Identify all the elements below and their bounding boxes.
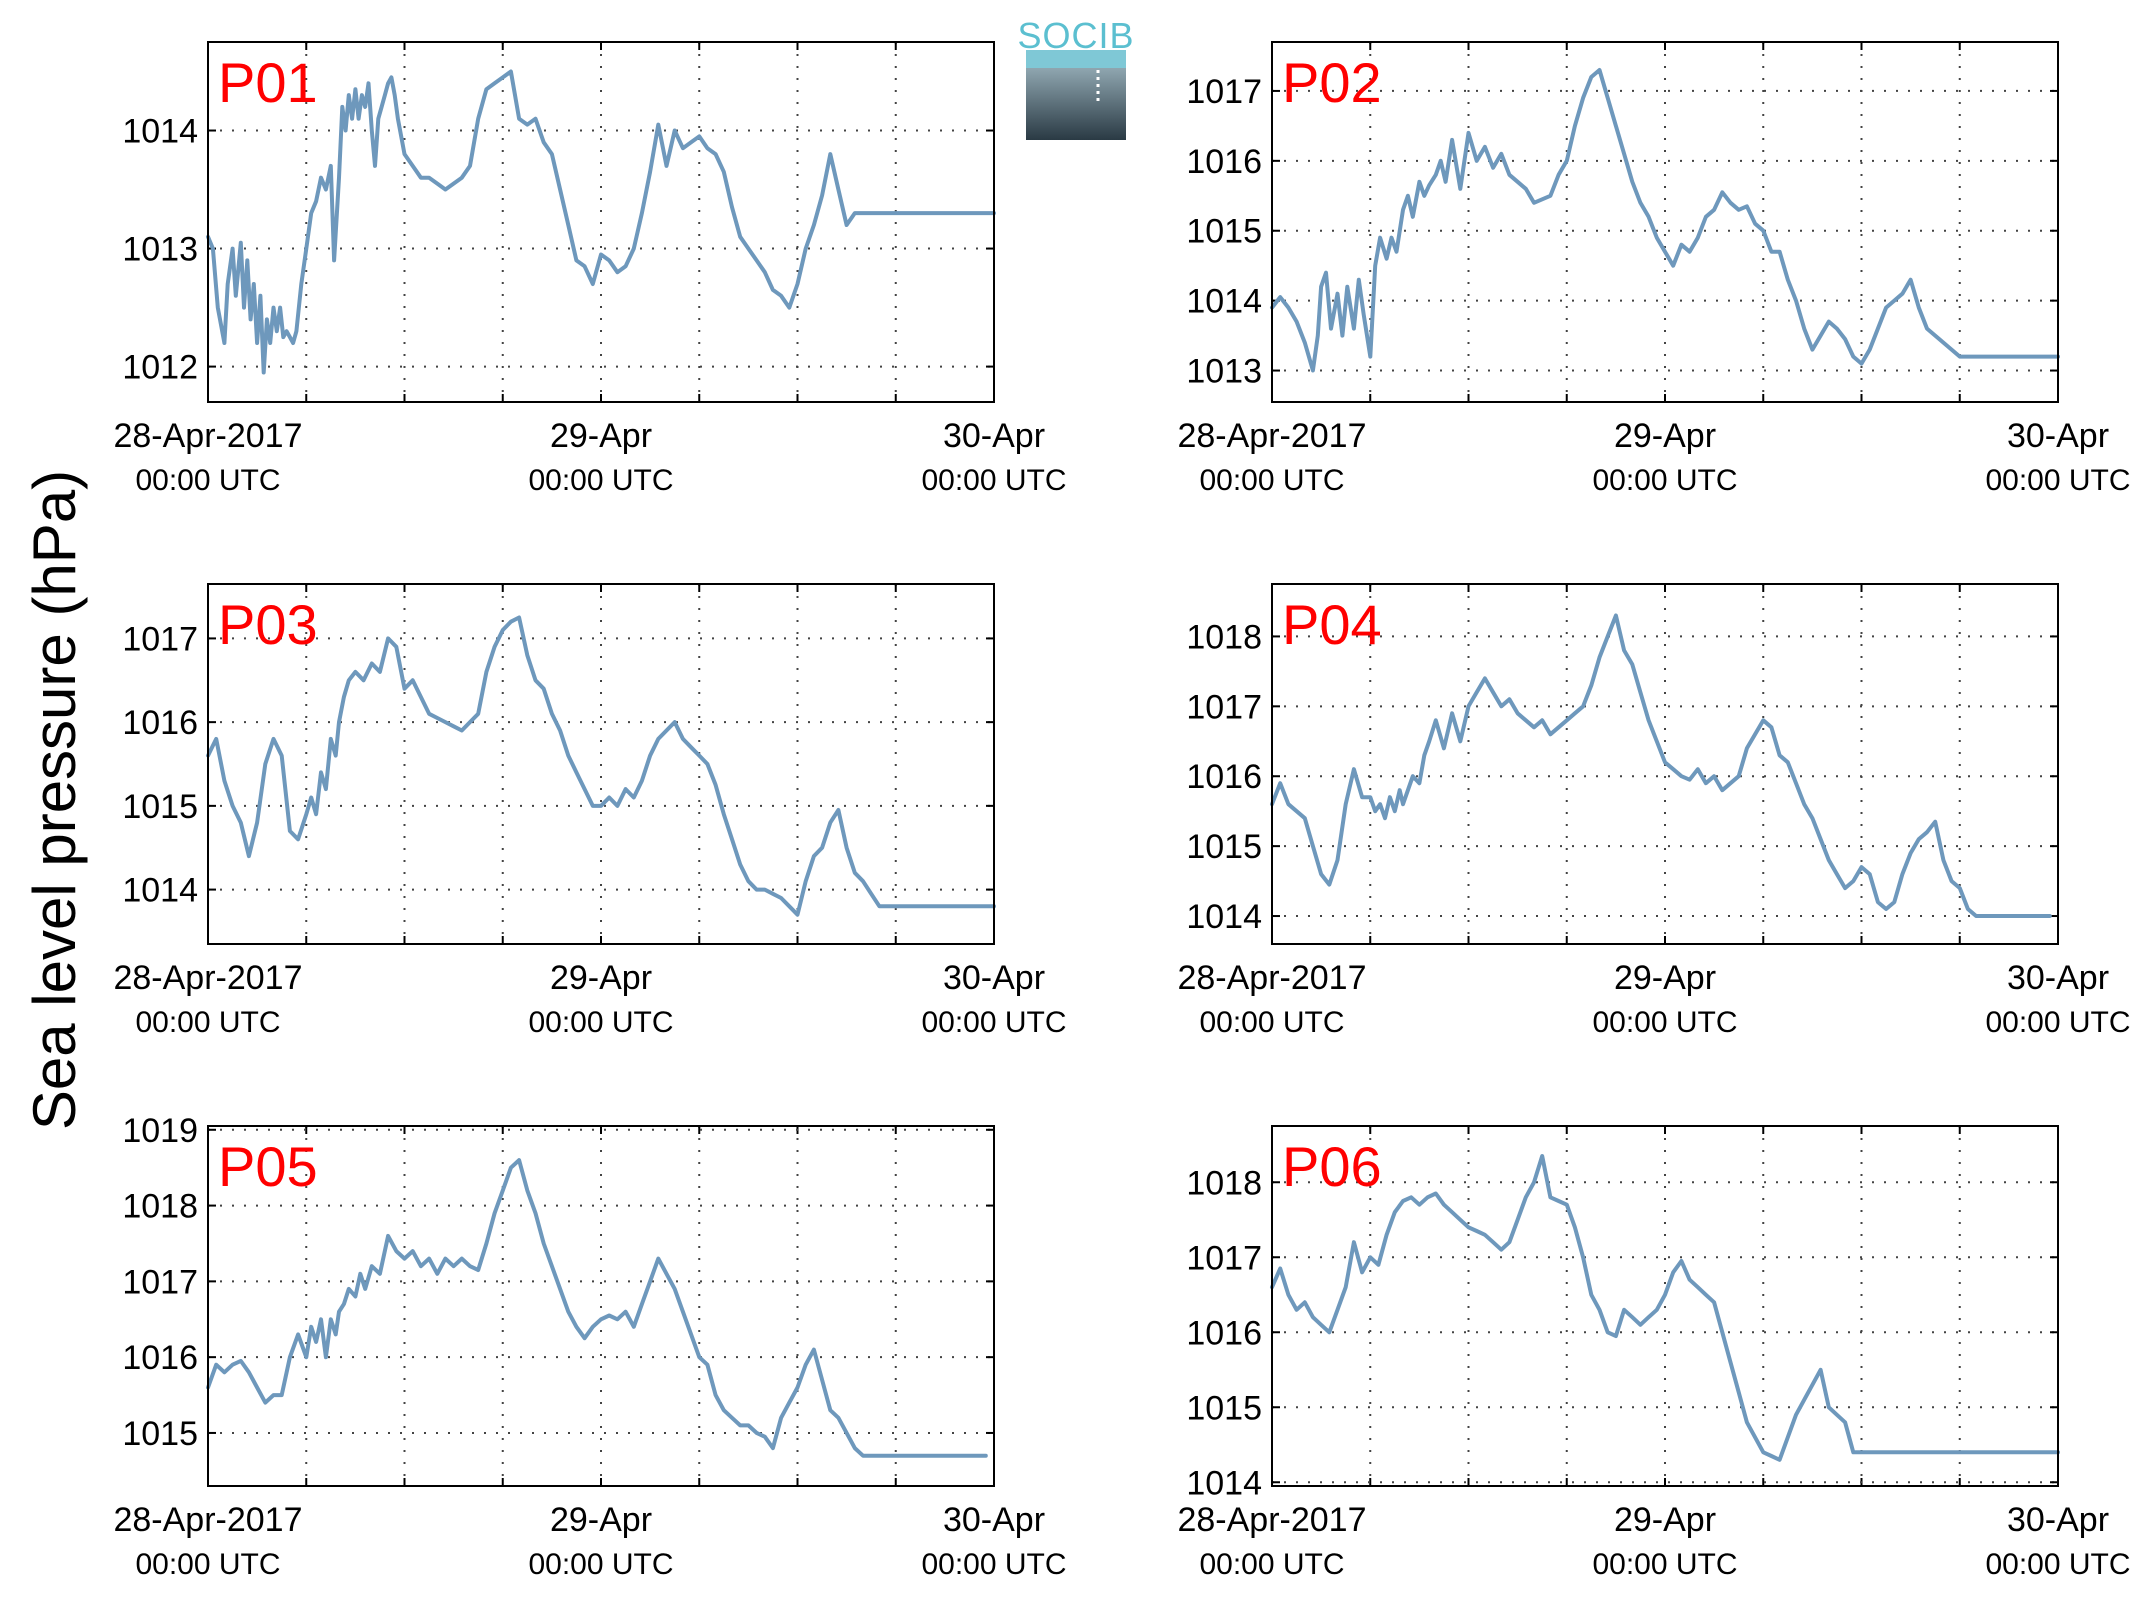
- x-tick-sublabel: 00:00 UTC: [135, 1006, 280, 1039]
- x-tick-sublabel: 00:00 UTC: [1592, 464, 1737, 497]
- y-tick-label: 1016: [1186, 758, 1262, 796]
- series-line-p02: [1270, 68, 2060, 373]
- x-tick-label: 29-Apr: [1614, 959, 1716, 997]
- chart-panel-p03: 1014 1015 1016 1017 28-Apr-2017 00:00 UTC 29-A…: [113, 583, 1067, 1039]
- x-tick-label: 28-Apr-2017: [1177, 417, 1366, 455]
- x-tick-label: 30-Apr: [943, 417, 1045, 455]
- y-tick-label: 1018: [1186, 1164, 1262, 1202]
- x-tick-sublabel: 00:00 UTC: [1985, 1006, 2130, 1039]
- series-line-p04: [1270, 613, 2052, 918]
- y-tick-label: 1014: [1186, 1464, 1262, 1502]
- y-tick-label: 1019: [122, 1112, 198, 1150]
- y-tick-label: 1016: [122, 704, 198, 742]
- chart-panel-p05: 1015 1016 1017 1018 1019 28-Apr-2017 00:00 UTC…: [113, 1112, 1066, 1581]
- chart-panel-p06: 1014 1015 1016 1017 1018 28-Apr-2017 00:00 UTC…: [1177, 1125, 2131, 1581]
- x-tick-label: 29-Apr: [1614, 1501, 1716, 1539]
- x-tick-label: 30-Apr: [2007, 417, 2109, 455]
- x-tick-label: 28-Apr-2017: [113, 959, 302, 997]
- plot-frame: [1271, 583, 2059, 945]
- y-tick-label: 1015: [1186, 1389, 1262, 1427]
- x-tick-sublabel: 00:00 UTC: [528, 464, 673, 497]
- x-tick-sublabel: 00:00 UTC: [135, 464, 280, 497]
- y-tick-label: 1017: [1186, 1239, 1262, 1277]
- logo-block: [1026, 68, 1126, 140]
- x-tick-label: 29-Apr: [550, 1501, 652, 1539]
- socib-logo: SOCIB: [1017, 15, 1134, 140]
- y-tick-label: 1013: [1186, 353, 1262, 391]
- panel-label: P03: [218, 593, 318, 656]
- chart-panel-p01: 1012 1013 1014 28-Apr-2017 00:00 UTC 29-Apr 00…: [113, 41, 1067, 497]
- x-tick-label: 29-Apr: [1614, 417, 1716, 455]
- x-tick-label: 30-Apr: [2007, 1501, 2109, 1539]
- y-tick-label: 1018: [122, 1188, 198, 1226]
- x-tick-label: 30-Apr: [2007, 959, 2109, 997]
- logo-band: [1026, 50, 1126, 68]
- x-tick-sublabel: 00:00 UTC: [921, 464, 1066, 497]
- y-tick-label: 1016: [1186, 1314, 1262, 1352]
- panel-label: P04: [1282, 593, 1382, 656]
- x-tick-label: 28-Apr-2017: [113, 417, 302, 455]
- x-tick-sublabel: 00:00 UTC: [1985, 1548, 2130, 1581]
- y-tick-label: 1014: [1186, 283, 1262, 321]
- y-tick-label: 1016: [122, 1339, 198, 1377]
- x-tick-sublabel: 00:00 UTC: [921, 1548, 1066, 1581]
- panel-label: P05: [218, 1135, 318, 1198]
- chart-panel-p02: 1013 1014 1015 1016 1017 28-Apr-2017 00:00 UTC…: [1177, 41, 2131, 497]
- y-tick-label: 1017: [1186, 73, 1262, 111]
- x-tick-label: 28-Apr-2017: [1177, 959, 1366, 997]
- y-tick-label: 1012: [122, 349, 198, 387]
- x-tick-label: 28-Apr-2017: [113, 1501, 302, 1539]
- x-tick-sublabel: 00:00 UTC: [1199, 1548, 1344, 1581]
- plot-frame: [1271, 41, 2059, 403]
- logo-text: SOCIB: [1017, 15, 1134, 56]
- plot-frame: [207, 41, 995, 403]
- panel-label: P06: [1282, 1135, 1382, 1198]
- y-tick-label: 1015: [1186, 828, 1262, 866]
- x-tick-sublabel: 00:00 UTC: [921, 1006, 1066, 1039]
- x-tick-label: 29-Apr: [550, 417, 652, 455]
- y-axis-label: Sea level pressure (hPa): [21, 470, 88, 1130]
- series-line-p06: [1270, 1154, 2060, 1462]
- x-tick-sublabel: 00:00 UTC: [528, 1006, 673, 1039]
- x-tick-label: 28-Apr-2017: [1177, 1501, 1366, 1539]
- x-tick-sublabel: 00:00 UTC: [1592, 1006, 1737, 1039]
- series-line-p01: [206, 69, 996, 375]
- x-tick-sublabel: 00:00 UTC: [528, 1548, 673, 1581]
- x-tick-sublabel: 00:00 UTC: [1199, 1006, 1344, 1039]
- series-line-p05: [206, 1158, 988, 1458]
- panel-label: P02: [1282, 51, 1382, 114]
- panel-label: P01: [218, 51, 318, 114]
- y-tick-label: 1016: [1186, 143, 1262, 181]
- x-tick-label: 29-Apr: [550, 959, 652, 997]
- y-tick-label: 1018: [1186, 618, 1262, 656]
- y-tick-label: 1015: [122, 1415, 198, 1453]
- x-tick-label: 30-Apr: [943, 1501, 1045, 1539]
- y-tick-label: 1015: [122, 788, 198, 826]
- y-tick-label: 1017: [1186, 688, 1262, 726]
- y-tick-label: 1013: [122, 231, 198, 269]
- x-tick-sublabel: 00:00 UTC: [1985, 464, 2130, 497]
- y-tick-label: 1017: [122, 1263, 198, 1301]
- x-tick-label: 30-Apr: [943, 959, 1045, 997]
- plot-frame: [207, 1125, 995, 1487]
- series-line-p03: [206, 615, 996, 917]
- y-tick-label: 1017: [122, 620, 198, 658]
- x-tick-sublabel: 00:00 UTC: [135, 1548, 280, 1581]
- chart-panel-p04: 1014 1015 1016 1017 1018 28-Apr-2017 00:00 UTC…: [1177, 583, 2131, 1039]
- y-tick-label: 1014: [122, 872, 198, 910]
- y-tick-label: 1014: [122, 113, 198, 151]
- x-tick-sublabel: 00:00 UTC: [1592, 1548, 1737, 1581]
- y-tick-label: 1014: [1186, 898, 1262, 936]
- y-tick-label: 1015: [1186, 213, 1262, 251]
- x-tick-sublabel: 00:00 UTC: [1199, 464, 1344, 497]
- plot-frame: [207, 583, 995, 945]
- plot-frame: [1271, 1125, 2059, 1487]
